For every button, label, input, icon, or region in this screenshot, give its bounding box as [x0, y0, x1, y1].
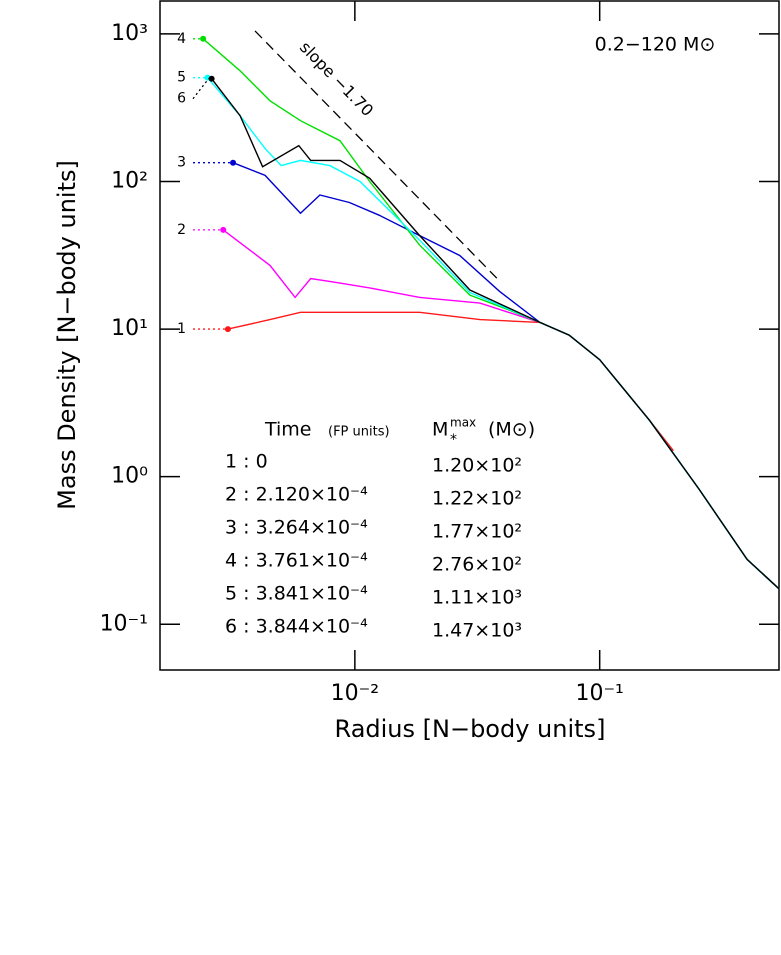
- series-label: 2: [177, 222, 186, 238]
- start-dot: [200, 35, 207, 42]
- start-dot: [220, 226, 227, 233]
- plot-frame: [159, 0, 780, 671]
- legend-time-unit: (FP units): [328, 425, 390, 440]
- legend-mmax-symbol: M: [432, 419, 448, 441]
- legend-time-header: Time: [264, 419, 312, 441]
- series-line: [211, 78, 780, 590]
- start-dot: [224, 326, 231, 333]
- legend-time: 5 : 3.841×10⁻⁴: [225, 583, 368, 605]
- reference-label: slope −1.70: [296, 38, 377, 120]
- legend-mmax: 1.22×10²: [432, 488, 522, 510]
- y-tick-label: 10¹: [111, 316, 148, 341]
- x-tick-label: 10⁻²: [331, 681, 379, 706]
- legend-mmax: 1.20×10²: [432, 455, 522, 477]
- y-axis-title: Mass Density [N−body units]: [53, 160, 81, 510]
- legend-mmax-unit: (M⊙): [488, 419, 535, 441]
- y-tick-label: 10²: [111, 168, 148, 193]
- series-label: 5: [177, 70, 186, 86]
- legend-time: 2 : 2.120×10⁻⁴: [225, 484, 368, 506]
- annotation: 0.2−120 M⊙: [595, 34, 716, 56]
- legend-mmax: 2.76×10²: [432, 554, 522, 576]
- y-tick-label: 10³: [111, 21, 148, 46]
- series-label: 4: [177, 31, 186, 47]
- legend-mmax-sub: *: [450, 432, 457, 448]
- x-tick-label: 10⁻¹: [575, 681, 623, 706]
- y-tick-label: 10⁻¹: [100, 611, 148, 636]
- leader: [192, 78, 210, 100]
- start-dot: [208, 75, 215, 82]
- series-line: [206, 77, 780, 590]
- legend-time: 6 : 3.844×10⁻⁴: [225, 616, 368, 638]
- x-axis-title: Radius [N−body units]: [335, 715, 606, 743]
- legend-time: 3 : 3.264×10⁻⁴: [225, 517, 368, 539]
- series-label: 6: [177, 91, 186, 107]
- start-dot: [230, 159, 237, 166]
- series-label: 3: [177, 155, 186, 171]
- series-label: 1: [177, 321, 186, 337]
- y-tick-label: 10⁰: [111, 464, 148, 489]
- legend-mmax-sup: max: [450, 416, 476, 430]
- reference-line: [254, 30, 498, 279]
- legend-time: 4 : 3.761×10⁻⁴: [225, 550, 368, 572]
- legend-mmax: 1.77×10²: [432, 521, 522, 543]
- legend-mmax: 1.11×10³: [432, 587, 522, 609]
- legend-time: 1 : 0: [225, 451, 268, 473]
- legend-mmax: 1.47×10³: [432, 620, 522, 642]
